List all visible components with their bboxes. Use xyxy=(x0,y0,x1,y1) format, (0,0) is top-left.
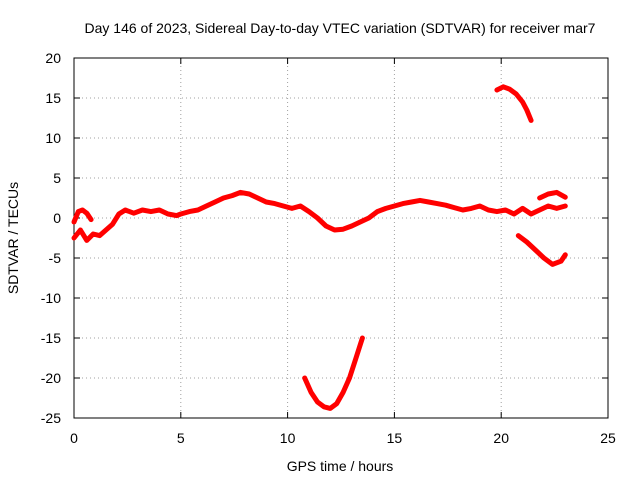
y-axis-label: SDTVAR / TECUs xyxy=(5,182,21,294)
x-tick-label: 25 xyxy=(600,430,616,446)
y-tick-label: -20 xyxy=(41,370,61,386)
data-series xyxy=(71,84,568,411)
y-tick-label: 15 xyxy=(45,90,61,106)
series-line-2 xyxy=(537,189,568,201)
series-line-4 xyxy=(494,84,534,123)
y-tick-label: 5 xyxy=(53,170,61,186)
axis-ticks: 0 5 10 15 20 25 20 15 10 5 0 -5 -10 -15 -20 -25 xyxy=(41,50,616,446)
series-line-0 xyxy=(71,189,568,243)
y-tick-label: -25 xyxy=(41,410,61,426)
x-axis-label: GPS time / hours xyxy=(287,458,394,474)
series-line-5 xyxy=(515,233,568,267)
y-tick-label: -5 xyxy=(49,250,62,266)
x-tick-label: 15 xyxy=(387,430,403,446)
series-line-1 xyxy=(71,207,94,225)
y-tick-label: -10 xyxy=(41,290,61,306)
y-tick-label: 0 xyxy=(53,210,61,226)
x-tick-label: 0 xyxy=(70,430,78,446)
y-tick-label: 20 xyxy=(45,50,61,66)
x-tick-label: 10 xyxy=(280,430,296,446)
y-tick-label: -15 xyxy=(41,330,61,346)
series-line-3 xyxy=(302,335,365,411)
x-tick-label: 5 xyxy=(177,430,185,446)
y-tick-label: 10 xyxy=(45,130,61,146)
x-tick-label: 20 xyxy=(493,430,509,446)
chart-title: Day 146 of 2023, Sidereal Day-to-day VTE… xyxy=(85,20,596,36)
